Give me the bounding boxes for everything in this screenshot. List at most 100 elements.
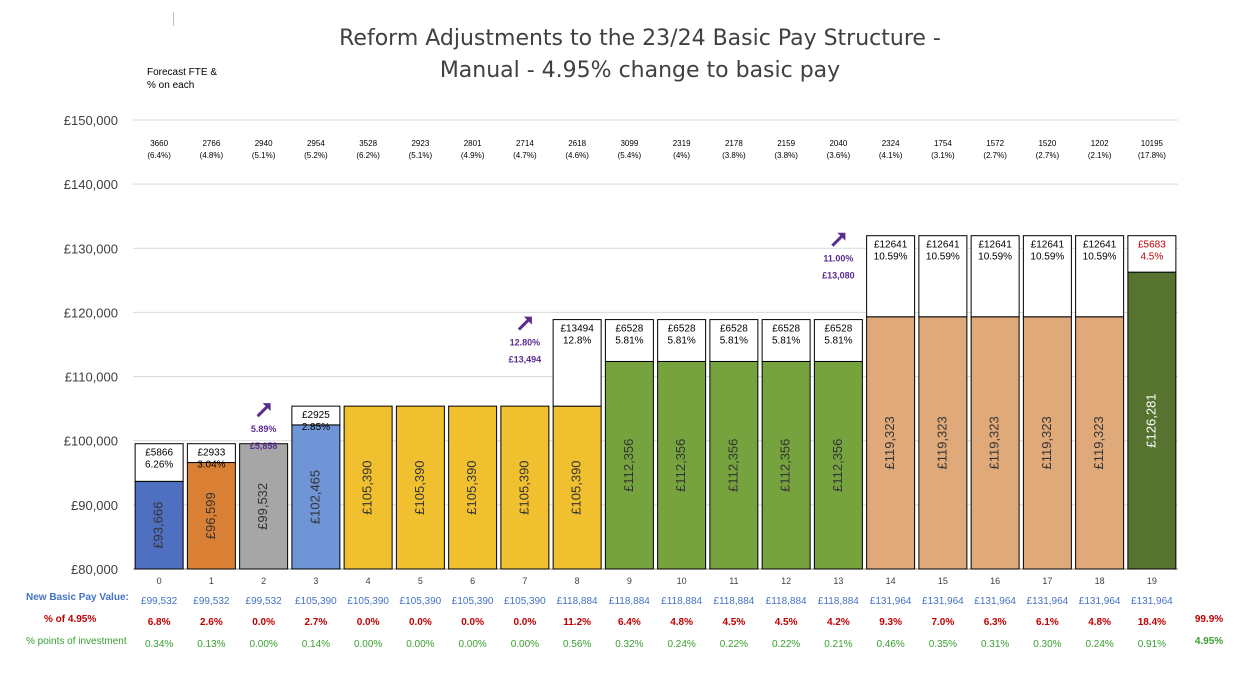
pct-of-value: 0.0% — [357, 617, 380, 628]
pct-of-value: 0.0% — [513, 617, 536, 628]
pct-of-value: 11.2% — [563, 617, 591, 628]
increment-bar — [1075, 235, 1125, 318]
points-value: 0.14% — [302, 639, 330, 650]
y-tick-label: £140,000 — [64, 177, 118, 192]
x-tick-label: 0 — [157, 576, 162, 586]
base-value-label: £102,465 — [307, 470, 322, 524]
increment-bar — [657, 319, 707, 362]
x-tick-label: 7 — [522, 576, 527, 586]
new-pay-value: £131,964 — [1079, 596, 1121, 607]
fte-percent: (4%) — [673, 151, 690, 160]
points-value: 0.22% — [772, 639, 800, 650]
base-bar — [866, 316, 916, 570]
increment-amount: £13494 — [560, 324, 594, 335]
x-tick-label: 18 — [1095, 576, 1105, 586]
fte-percent: (4.1%) — [879, 151, 903, 160]
y-tick-label: £80,000 — [71, 562, 118, 577]
fte-percent: (6.2%) — [356, 151, 380, 160]
points-value: 0.22% — [720, 639, 748, 650]
increment-percent: 10.59% — [978, 252, 1012, 263]
points-value: 0.35% — [929, 639, 957, 650]
base-value-label: £112,356 — [673, 439, 688, 492]
fte-count: 10195 — [1141, 139, 1164, 148]
fte-count: 2319 — [673, 139, 691, 148]
base-bar — [239, 443, 289, 570]
increment-amount: £6528 — [824, 324, 852, 335]
increment-percent: 4.5% — [1140, 252, 1163, 263]
new-pay-value: £118,884 — [713, 596, 754, 607]
fte-count: 2714 — [516, 139, 534, 148]
pct-of-value: 6.4% — [618, 617, 641, 628]
y-tick-label: £110,000 — [65, 370, 118, 385]
x-tick-label: 12 — [781, 576, 791, 586]
increment-percent: 5.81% — [667, 336, 695, 347]
base-value-label: £119,323 — [934, 416, 949, 469]
base-bar — [604, 360, 654, 570]
fte-count: 3099 — [620, 139, 638, 148]
fte-count: 1202 — [1091, 139, 1109, 148]
increment-bar — [134, 443, 184, 482]
fte-count: 2159 — [777, 139, 795, 148]
fte-percent: (2.7%) — [983, 151, 1007, 160]
increment-amount: £12641 — [1083, 240, 1117, 251]
increment-bar — [761, 319, 811, 362]
chart-title-line1: Reform Adjustments to the 23/24 Basic Pa… — [339, 26, 941, 51]
increment-bar — [970, 235, 1020, 318]
base-bar — [657, 360, 707, 570]
new-pay-value: £105,390 — [295, 596, 337, 607]
base-value-label: £105,390 — [569, 460, 584, 514]
fte-count: 2766 — [202, 139, 220, 148]
annotation-arrowhead — [262, 403, 271, 412]
x-tick-label: 4 — [366, 576, 371, 586]
pct-of-value: 2.7% — [304, 617, 327, 628]
increment-bar — [291, 405, 341, 426]
increment-bar — [813, 319, 863, 362]
fte-note: Forecast FTE & % on each — [147, 66, 237, 92]
new-pay-value: £105,390 — [400, 596, 442, 607]
points-value: 0.34% — [145, 639, 173, 650]
row-label-pct-of: % of 4.95% — [44, 614, 97, 625]
annotation-amount: £13,080 — [822, 271, 855, 281]
pct-of-value: 0.0% — [252, 617, 275, 628]
new-pay-value: £118,884 — [818, 596, 859, 607]
pct-of-value: 0.0% — [409, 617, 432, 628]
fte-percent: (5.1%) — [252, 151, 276, 160]
base-bar — [918, 316, 968, 570]
fte-percent: (3.8%) — [722, 151, 746, 160]
increment-percent: 5.81% — [720, 336, 748, 347]
increment-amount: £12641 — [1031, 240, 1065, 251]
total-points: 4.95% — [1194, 636, 1224, 647]
base-value-label: £112,356 — [830, 439, 845, 492]
chart-title-line2: Manual - 4.95% change to basic pay — [439, 58, 841, 83]
increment-bar — [604, 319, 654, 362]
x-tick-label: 11 — [729, 576, 738, 586]
base-value-label: £99,532 — [255, 483, 270, 530]
base-value-label: £105,390 — [464, 460, 479, 514]
increment-percent: 5.81% — [824, 336, 852, 347]
fte-count: 2923 — [411, 139, 429, 148]
increment-amount: £6528 — [772, 324, 800, 335]
increment-percent: 12.8% — [563, 336, 591, 347]
base-bar — [709, 360, 759, 570]
base-value-label: £93,666 — [151, 502, 166, 549]
y-tick-label: £90,000 — [71, 498, 118, 513]
increment-amount: £5866 — [145, 448, 173, 459]
fte-count: 1754 — [934, 139, 952, 148]
x-tick-label: 9 — [627, 576, 632, 586]
points-value: 0.32% — [615, 639, 643, 650]
new-pay-value: £105,390 — [347, 596, 389, 607]
x-tick-label: 19 — [1147, 576, 1157, 586]
base-bar — [761, 360, 811, 570]
base-value-label: £119,323 — [1039, 416, 1054, 469]
increment-amount: £5683 — [1138, 240, 1166, 251]
base-value-label: £105,390 — [412, 460, 427, 514]
points-value: 0.91% — [1138, 639, 1166, 650]
annotation-arrowhead — [523, 316, 532, 325]
new-pay-value: £99,532 — [141, 596, 178, 607]
base-bar — [395, 405, 445, 570]
fte-percent: (5.2%) — [304, 151, 328, 160]
new-pay-value: £131,964 — [922, 596, 964, 607]
fte-percent: (5.4%) — [618, 151, 642, 160]
fte-percent: (6.4%) — [147, 151, 171, 160]
annotation-percent: 12.80% — [510, 338, 541, 348]
